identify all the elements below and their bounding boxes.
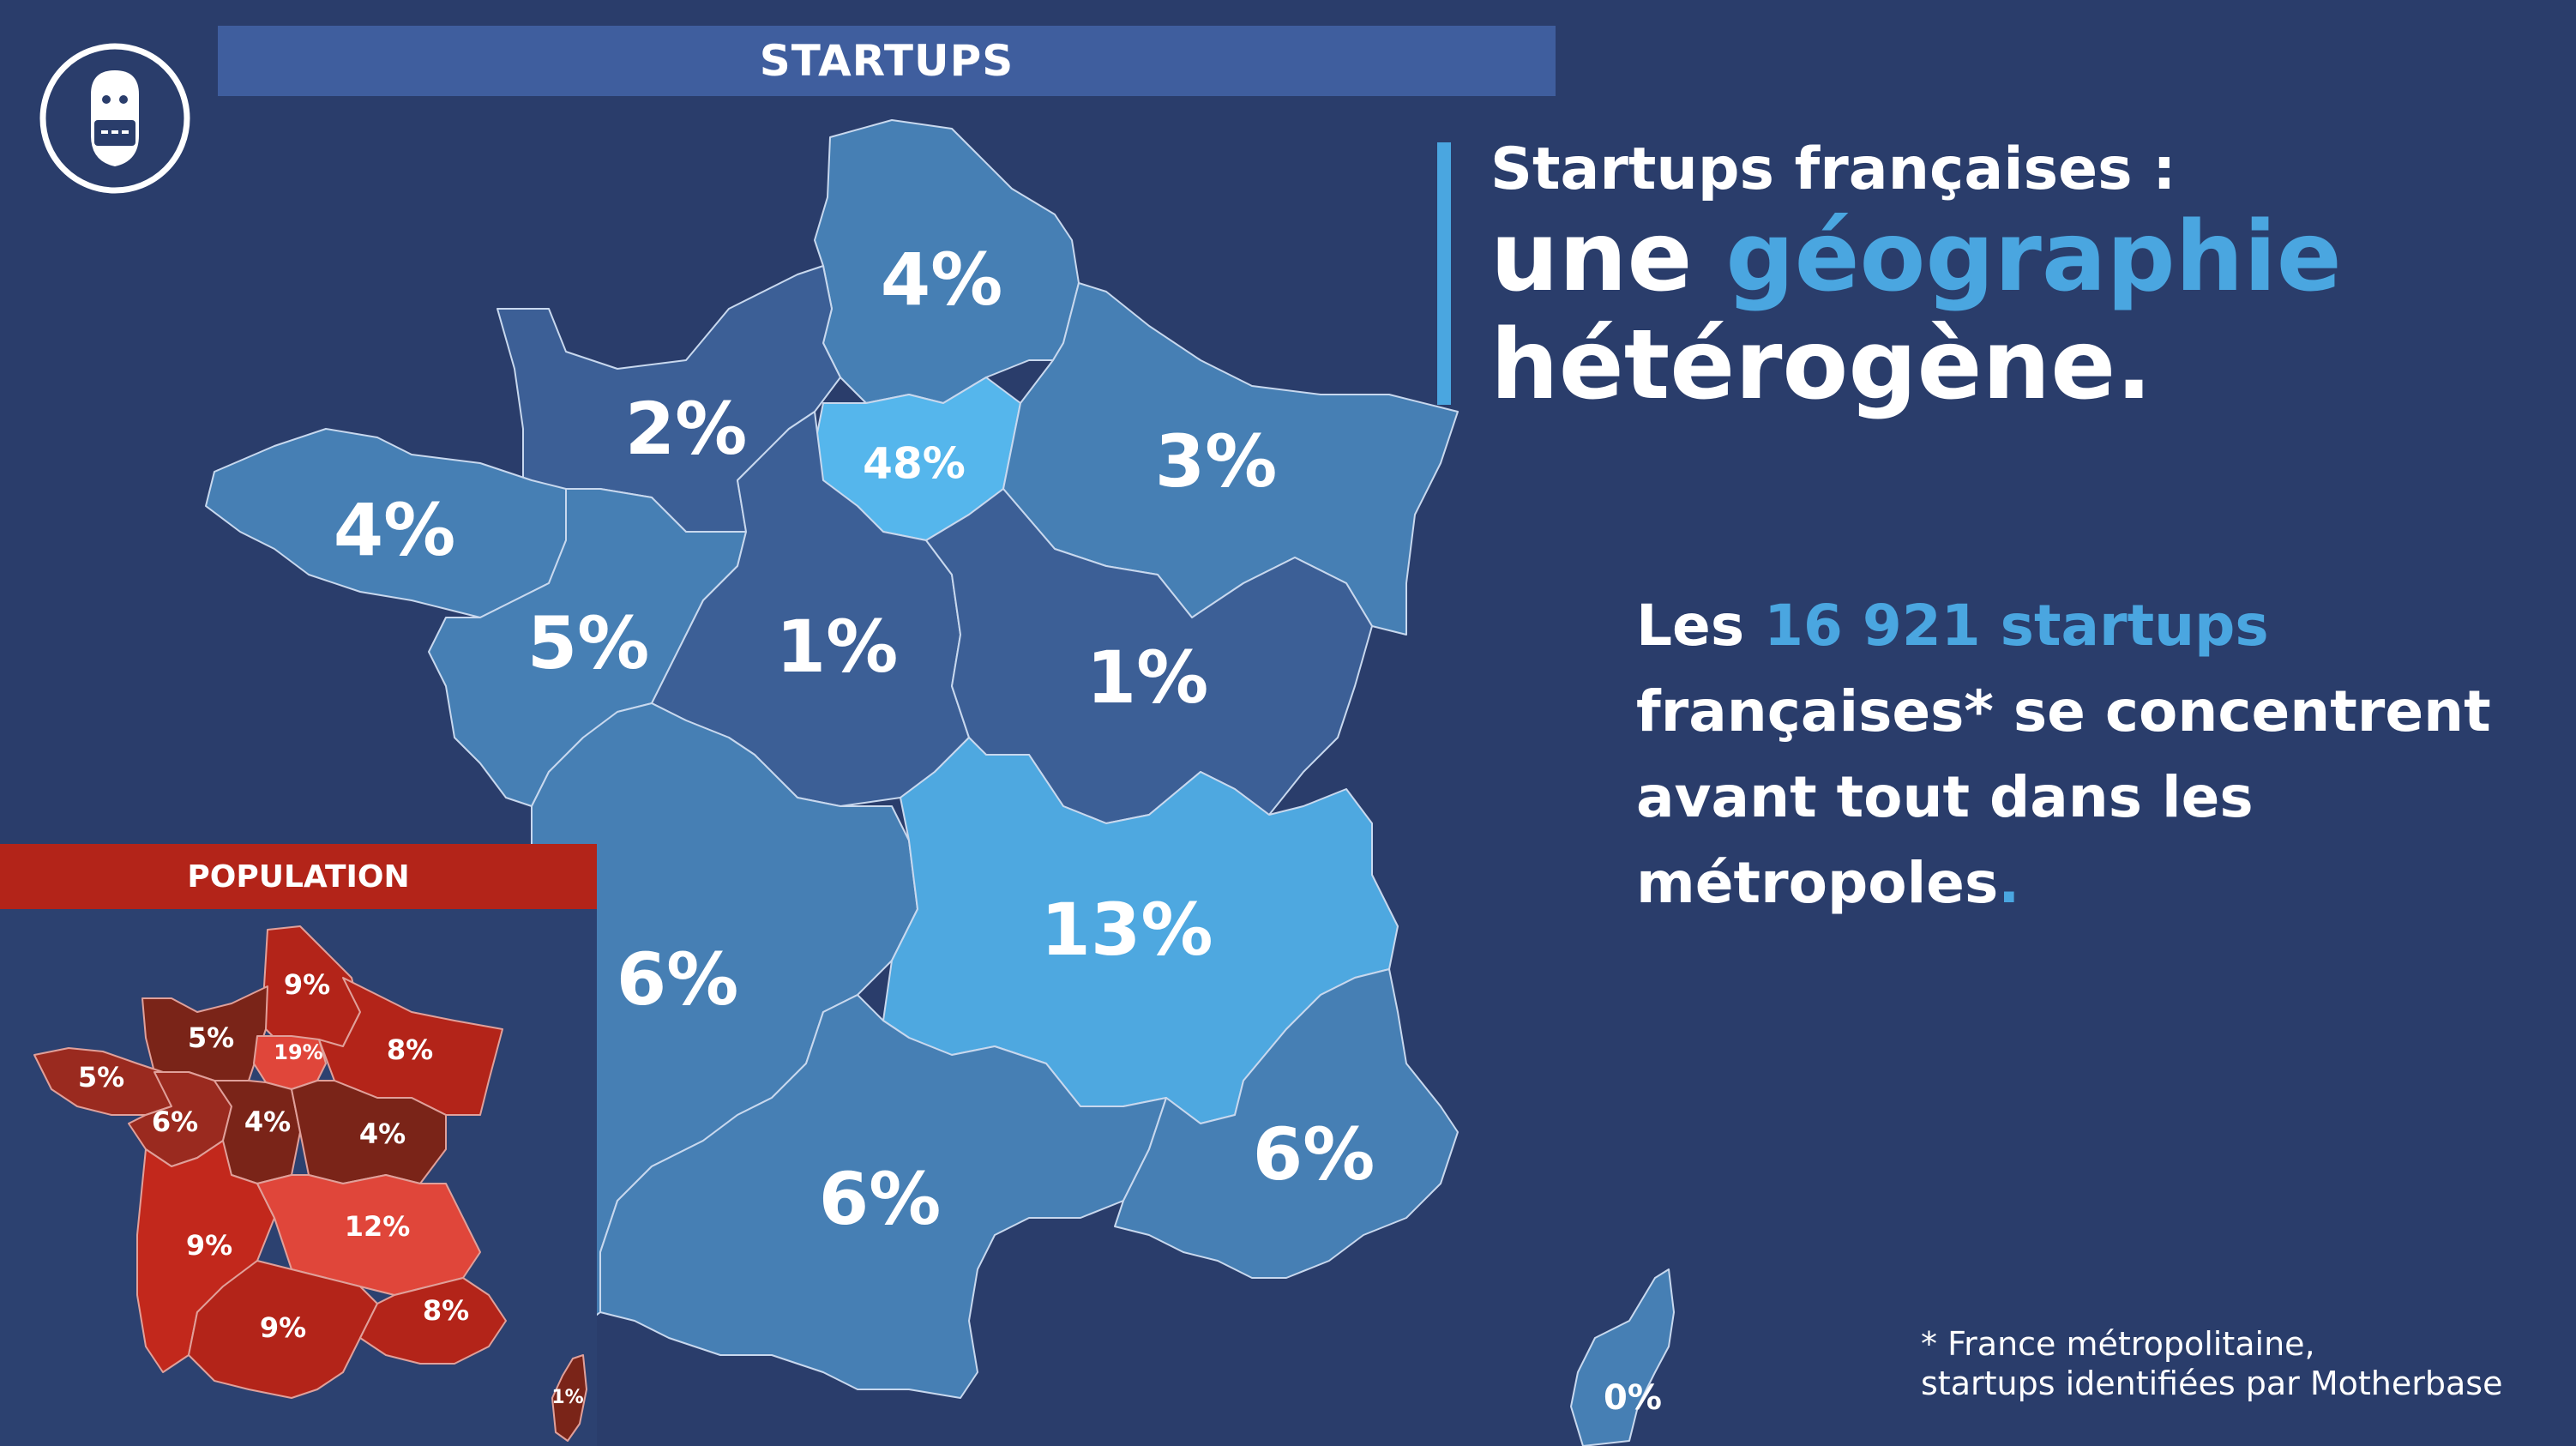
headline-line3: hétérogène. bbox=[1490, 310, 2152, 421]
region-paca bbox=[1114, 968, 1459, 1279]
pop-label-paca: 8% bbox=[423, 1294, 469, 1327]
headline-accent-bar bbox=[1437, 142, 1451, 405]
pop-region-paca bbox=[359, 1277, 507, 1365]
pop-label-hauts-de-france: 9% bbox=[284, 968, 330, 1001]
label-bretagne: 4% bbox=[334, 488, 456, 572]
label-bourgogne-franche-comte: 1% bbox=[1086, 636, 1209, 720]
body-part1: Les bbox=[1636, 593, 1765, 659]
region-corse bbox=[1570, 1268, 1675, 1446]
label-grand-est: 3% bbox=[1155, 419, 1278, 503]
label-paca: 6% bbox=[1253, 1112, 1375, 1196]
pop-label-centre-val-de-loire: 4% bbox=[244, 1106, 291, 1138]
label-ile-de-france: 48% bbox=[863, 439, 966, 489]
label-occitanie: 6% bbox=[819, 1157, 942, 1241]
headline-word-une: une bbox=[1490, 202, 1726, 313]
headline-line2: une géographie bbox=[1490, 209, 2342, 305]
pop-label-grand-est: 8% bbox=[387, 1033, 433, 1066]
pop-label-normandie: 5% bbox=[188, 1021, 234, 1054]
label-normandie: 2% bbox=[625, 387, 748, 471]
label-corse: 0% bbox=[1604, 1378, 1662, 1418]
label-hauts-de-france: 4% bbox=[881, 238, 1003, 322]
pop-label-occitanie: 9% bbox=[260, 1311, 306, 1344]
body-period: . bbox=[1998, 850, 2020, 916]
robot-head-icon bbox=[39, 43, 190, 194]
footnote: * France métropolitaine, startups identi… bbox=[1921, 1324, 2555, 1403]
pop-label-bretagne: 5% bbox=[78, 1061, 124, 1094]
pop-label-nouvelle-aquitaine: 9% bbox=[186, 1229, 232, 1262]
label-auvergne-rhone-alpes: 13% bbox=[1040, 888, 1213, 972]
label-pays-de-la-loire: 5% bbox=[527, 601, 650, 685]
headline-line1: Startups françaises : bbox=[1490, 136, 2176, 203]
pop-label-corse: 1% bbox=[551, 1387, 583, 1408]
label-nouvelle-aquitaine: 6% bbox=[617, 937, 739, 1021]
population-banner: POPULATION bbox=[0, 844, 597, 909]
body-part3: françaises* se concentrent avant tout da… bbox=[1636, 678, 2491, 916]
pop-label-auvergne-rhone-alpes: 12% bbox=[345, 1210, 411, 1243]
pop-region-corse bbox=[551, 1354, 587, 1442]
body-highlight-count: 16 921 startups bbox=[1764, 593, 2269, 659]
startups-banner: STARTUPS bbox=[218, 26, 1556, 96]
pop-label-bourgogne-franche-comte: 4% bbox=[359, 1118, 406, 1150]
pop-label-ile-de-france: 19% bbox=[274, 1040, 322, 1064]
pop-label-pays-de-la-loire: 6% bbox=[152, 1106, 198, 1138]
label-centre-val-de-loire: 1% bbox=[776, 605, 899, 689]
footnote-line2: startups identifiées par Motherbase bbox=[1921, 1365, 2503, 1402]
body-text: Les 16 921 startups françaises* se conce… bbox=[1636, 583, 2545, 926]
headline-word-geographie: géographie bbox=[1725, 202, 2342, 313]
footnote-line1: * France métropolitaine, bbox=[1921, 1325, 2315, 1363]
